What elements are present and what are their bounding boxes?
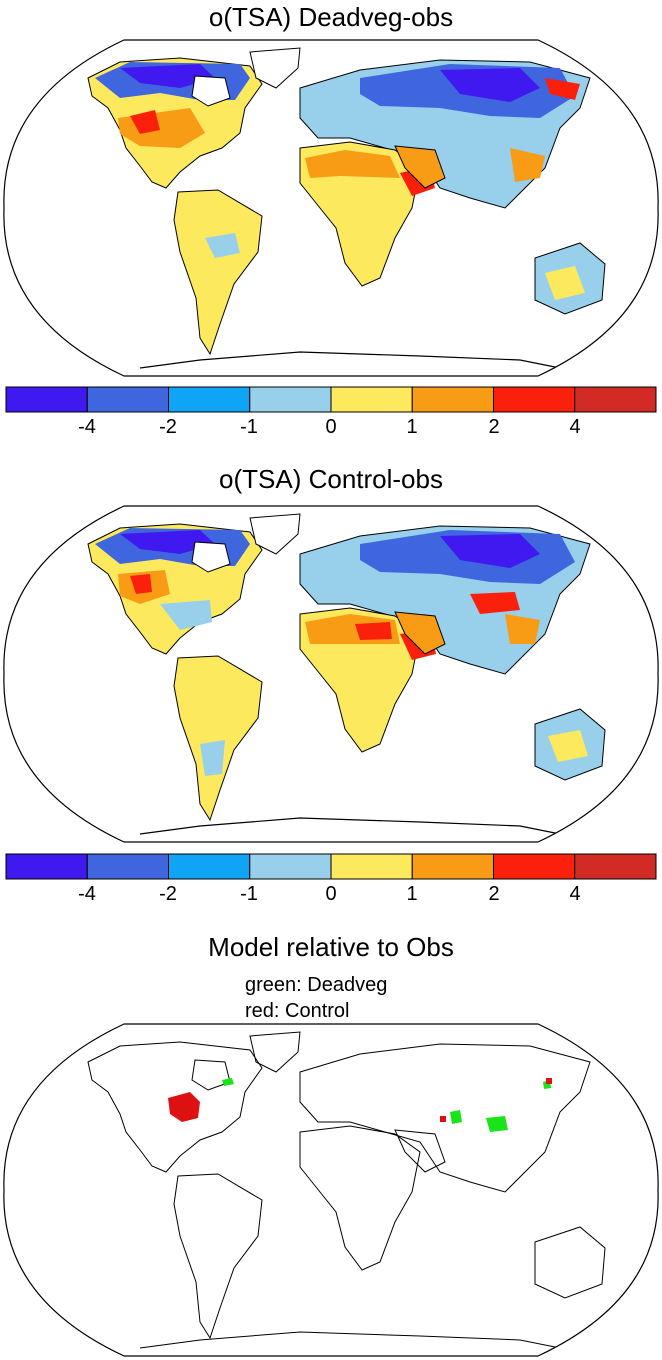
colorbar-1-swatch-1 [86,386,169,413]
colorbar-1-swatch-0 [5,386,88,413]
colorbar-2-label-0: -4 [78,883,96,905]
map-outline [3,505,659,843]
colorbar-2-label-6: 4 [569,883,581,905]
colorbar-1-label-2: -1 [240,416,258,438]
antarctica [139,1331,561,1349]
colorbar-1-swatch-7 [574,386,657,413]
colorbar-1-label-0: -4 [78,416,96,438]
eurasia [299,1043,591,1193]
colorbar-2-swatch-1 [86,853,169,880]
colorbar-2-swatch-6 [493,853,576,880]
south-america [173,1173,263,1340]
colorbar-2-label-5: 2 [488,883,500,905]
australia [534,1226,606,1299]
south-america [173,655,263,822]
panel-3-subtitle-line-1: green: Deadveg [245,974,388,996]
colorbar-1-swatch-3 [249,386,332,413]
deadveg-region [450,1110,462,1124]
control-region [440,1116,446,1122]
map-model-relative-to-obs [3,1023,659,1357]
colorbar-2-swatch-4 [330,853,413,880]
colorbar-2-swatch-2 [168,853,251,880]
colorbar-1-label-1: -2 [159,416,177,438]
map-control-obs [3,505,659,843]
colorbar-1-swatch-4 [330,386,413,413]
colorbar-2-swatch-0 [5,853,88,880]
antarctica [139,817,561,835]
greenland [249,1031,301,1073]
colorbar-2-swatches [5,853,657,880]
colorbar-2-swatch-3 [249,853,332,880]
deadveg-region [222,1078,234,1086]
map-outline [3,39,659,377]
colorbar-1-swatch-6 [493,386,576,413]
panel-3-title: Model relative to Obs [208,932,454,962]
south-america [173,189,263,356]
colorbar-1: -4 -2 -1 0 1 2 4 [0,386,662,438]
colorbar-2-label-1: -2 [159,883,177,905]
colorbar-2-swatch-7 [574,853,657,880]
colorbar-1-swatches [5,386,657,413]
control-region [546,1078,552,1084]
greenland [249,47,301,89]
map-deadveg-obs [3,39,659,377]
africa [299,1125,421,1271]
antarctica [139,351,561,369]
colorbar-1-label-6: 4 [569,416,581,438]
north-america [87,1041,263,1173]
panel-1-title: o(TSA) Deadveg-obs [208,2,454,32]
colorbar-1-swatch-2 [168,386,251,413]
control-region [168,1092,200,1122]
colorbar-2-swatch-5 [411,853,494,880]
colorbar-2-label-4: 1 [406,883,418,905]
colorbar-2-label-3: 0 [325,883,337,905]
colorbar-1-swatch-5 [411,386,494,413]
colorbar-1-label-4: 1 [406,416,418,438]
colorbar-2: -4 -2 -1 0 1 2 4 [0,853,662,905]
colorbar-1-label-3: 0 [325,416,337,438]
colorbar-2-label-2: -1 [240,883,258,905]
africa [299,141,421,287]
panel-3-subtitle-line-2: red: Control [245,1000,350,1022]
map-outline [3,1023,659,1357]
deadveg-region [486,1116,508,1132]
panel-2-title: o(TSA) Control-obs [219,464,443,494]
colorbar-1-label-5: 2 [488,416,500,438]
greenland [249,513,301,555]
